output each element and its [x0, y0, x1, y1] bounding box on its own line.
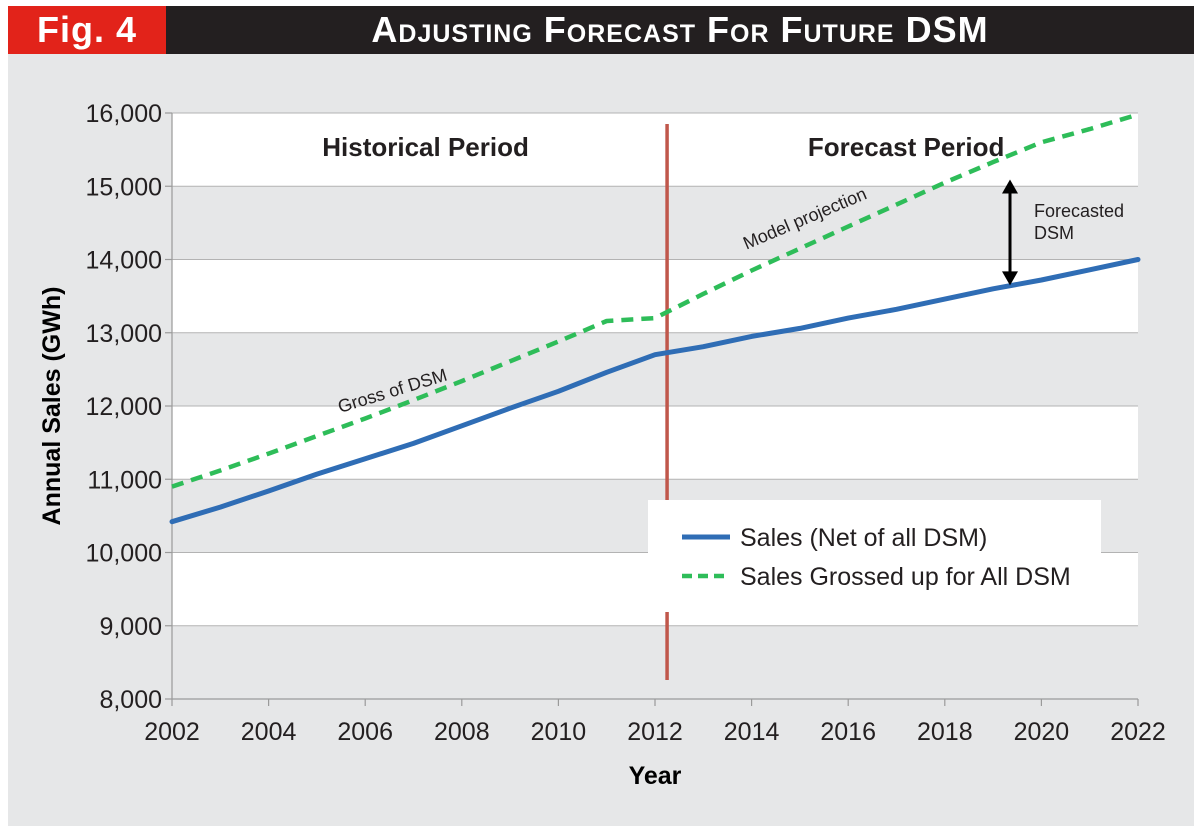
x-tick-label: 2010 — [531, 718, 587, 746]
x-tick-label: 2022 — [1110, 718, 1166, 746]
x-tick-label: 2006 — [337, 718, 393, 746]
x-tick-label: 2004 — [241, 718, 297, 746]
y-tick-label: 15,000 — [86, 173, 162, 201]
x-tick-label: 2016 — [820, 718, 876, 746]
y-tick-label: 8,000 — [99, 686, 162, 714]
plot-band — [172, 406, 1138, 480]
legend-label: Sales Grossed up for All DSM — [740, 563, 1071, 591]
forecasted-dsm-arrowhead-down — [1002, 271, 1019, 286]
figure-header: Fig. 4 Adjusting Forecast For Future DSM — [8, 6, 1194, 54]
forecast-period-label: Forecast Period — [808, 132, 1005, 162]
y-tick-label: 9,000 — [99, 613, 162, 641]
x-tick-label: 2020 — [1014, 718, 1070, 746]
y-tick-label: 10,000 — [86, 540, 162, 568]
chart-panel: Historical Period Forecast Period Gross of… — [8, 54, 1194, 826]
y-tick-label: 16,000 — [86, 100, 162, 128]
y-tick-label: 14,000 — [86, 247, 162, 275]
figure-number-badge: Fig. 4 — [8, 6, 166, 54]
axis-titles: Year Annual Sales (GWh) — [38, 287, 682, 790]
y-tick-label: 11,000 — [87, 466, 162, 494]
legend: Sales (Net of all DSM) Sales Grossed up f… — [648, 500, 1101, 612]
forecasted-dsm-label-line: DSM — [1034, 223, 1074, 243]
series-line-grossed-sales — [171, 112, 1139, 489]
y-tick-label: 12,000 — [86, 393, 162, 421]
legend-label: Sales (Net of all DSM) — [740, 524, 987, 552]
plot-band — [172, 113, 1138, 187]
x-tick-label: 2002 — [144, 718, 200, 746]
legend-box — [648, 500, 1101, 612]
model-projection-label: Model projection — [740, 183, 869, 253]
series-line-net-sales — [169, 257, 1141, 525]
y-axis-title: Annual Sales (GWh) — [38, 287, 66, 526]
series-group — [169, 112, 1141, 525]
x-tick-label: 2008 — [434, 718, 490, 746]
historical-period-label: Historical Period — [322, 132, 529, 162]
x-tick-label: 2018 — [917, 718, 973, 746]
forecasted-dsm-label-line: Forecasted — [1034, 201, 1124, 221]
x-tick-label: 2012 — [627, 718, 683, 746]
plot-band — [172, 259, 1138, 333]
axes — [165, 112, 1139, 706]
forecasted-dsm-arrowhead-up — [1002, 179, 1019, 194]
x-axis-title: Year — [629, 762, 682, 790]
x-tick-label: 2014 — [724, 718, 780, 746]
figure-title: Adjusting Forecast For Future DSM — [371, 9, 989, 50]
y-tick-label: 13,000 — [86, 320, 162, 348]
tick-labels: 2002 2004 2006 2008 2010 2012 2014 2016 2018 2020… — [86, 100, 1166, 746]
